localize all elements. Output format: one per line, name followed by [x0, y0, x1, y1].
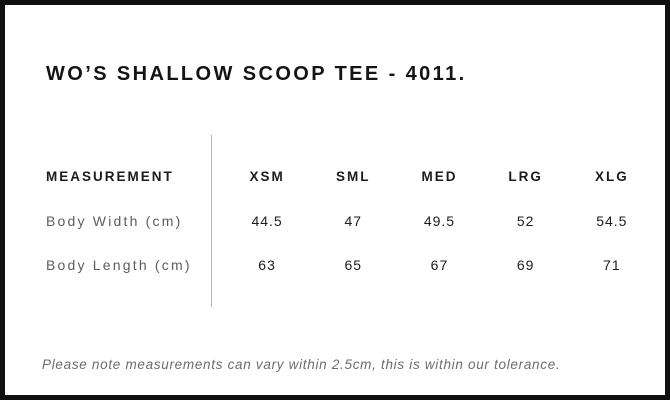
column-header-sml: SML: [336, 168, 371, 184]
row-label-body-length: Body Length (cm): [46, 257, 192, 274]
column-header-measurement: MEASUREMENT: [46, 168, 174, 184]
column-divider: [211, 135, 212, 307]
column-header-xlg: XLG: [594, 168, 629, 184]
column-header-lrg: LRG: [508, 168, 543, 184]
cell-body-width-lrg: 52: [516, 212, 535, 229]
cell-body-width-xlg: 54.5: [596, 212, 628, 229]
top-edge-line: [0, 0, 670, 1]
cell-body-width-med: 49.5: [423, 212, 456, 229]
cell-body-width-sml: 47: [344, 212, 363, 229]
row-label-body-width: Body Width (cm): [46, 212, 183, 229]
size-chart-table: MEASUREMENT XSM SML MED LRG XLG Body Wid…: [46, 135, 655, 307]
tolerance-note: Please note measurements can vary within…: [42, 356, 561, 372]
column-header-med: MED: [421, 168, 458, 184]
product-title: WO’S SHALLOW SCOOP TEE - 4011.: [46, 63, 467, 86]
cell-body-length-lrg: 69: [516, 257, 535, 274]
cell-body-length-xsm: 63: [258, 257, 276, 274]
size-chart-grid: MEASUREMENT XSM SML MED LRG XLG Body Wid…: [46, 154, 655, 288]
column-header-xsm: XSM: [249, 168, 285, 184]
cell-body-length-xlg: 71: [603, 257, 621, 274]
cell-body-length-med: 67: [430, 257, 449, 274]
cell-body-width-xsm: 44.5: [251, 212, 283, 229]
cell-body-length-sml: 65: [344, 257, 363, 274]
